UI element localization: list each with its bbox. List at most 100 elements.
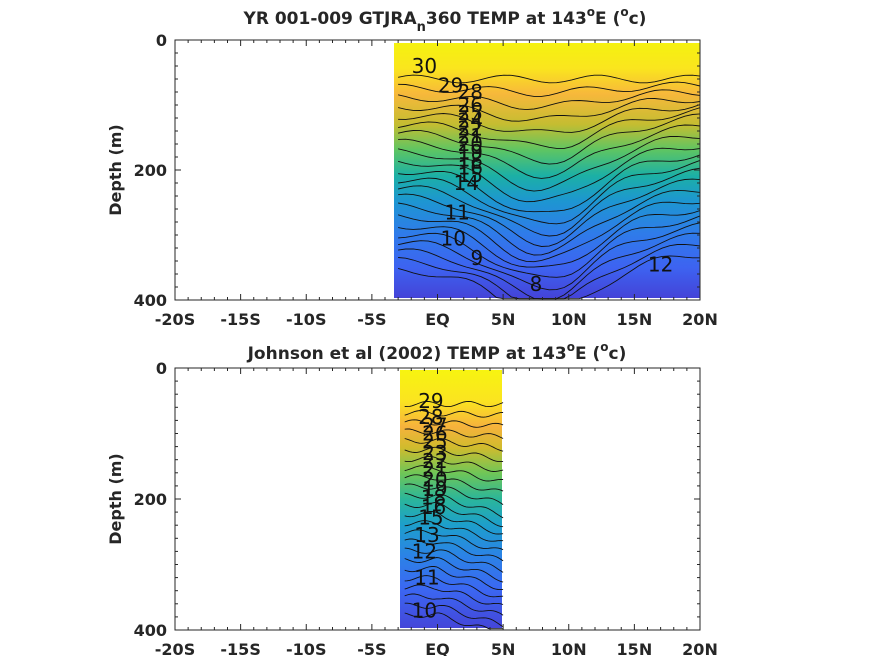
contour-line xyxy=(398,107,701,149)
contour-line xyxy=(404,593,504,616)
contour-line xyxy=(398,154,701,213)
contour-line xyxy=(404,575,504,598)
y-tick-label: 0 xyxy=(156,359,167,378)
contour-label: 27 xyxy=(422,414,447,438)
y-tick-label: 200 xyxy=(134,490,167,509)
contour-line xyxy=(398,81,701,97)
contour-line xyxy=(404,455,504,472)
contour-label: 12 xyxy=(648,252,673,276)
contour-line xyxy=(404,602,504,628)
y-tick-label: 400 xyxy=(134,621,167,640)
contour-line xyxy=(398,135,701,192)
chart-2-contour-lines xyxy=(404,400,504,630)
contour-label: 21 xyxy=(422,458,447,482)
contour-line xyxy=(404,511,504,535)
contour-label: 22 xyxy=(422,449,447,473)
chart-1-field xyxy=(394,43,700,298)
chart-panel-1: YR 001-009 GTJRAn360 TEMP at 143oE (oc) … xyxy=(106,5,718,329)
contour-line xyxy=(404,520,504,542)
x-tick-label: 5N xyxy=(491,310,516,329)
contour-line xyxy=(397,89,701,111)
contour-line xyxy=(404,428,504,439)
y-tick-label: 0 xyxy=(156,31,167,50)
contour-line xyxy=(404,547,504,573)
x-tick-label: -5S xyxy=(357,640,386,656)
contour-label: 15 xyxy=(458,163,483,187)
contour-label: 24 xyxy=(458,109,483,133)
contour-line xyxy=(404,529,504,551)
contour-line xyxy=(398,222,701,291)
x-tick-label: 20N xyxy=(682,310,718,329)
x-tick-label: EQ xyxy=(425,310,450,329)
contour-line xyxy=(398,113,701,165)
x-tick-label: 5N xyxy=(491,640,516,656)
contour-line xyxy=(397,147,701,203)
contour-label: 28 xyxy=(458,80,483,104)
contour-label: 8 xyxy=(530,272,543,296)
contour-label: 19 xyxy=(422,477,447,501)
chart-1-title: YR 001-009 GTJRAn360 TEMP at 143oE (oc) xyxy=(243,5,647,35)
contour-label: 30 xyxy=(412,54,437,78)
contour-line xyxy=(398,210,701,268)
contour-line xyxy=(404,612,504,630)
contour-label: 11 xyxy=(444,200,469,224)
contour-line xyxy=(404,557,504,583)
x-tick-label: -20S xyxy=(155,640,195,656)
y-tick-label: 400 xyxy=(134,291,167,310)
contour-line xyxy=(404,438,504,452)
chart-1-contour-lines xyxy=(397,74,701,300)
contour-line xyxy=(404,410,504,418)
contour-label: 11 xyxy=(414,566,439,590)
x-tick-label: 15N xyxy=(617,640,653,656)
chart-2-title: Johnson et al (2002) TEMP at 143oE (oc) xyxy=(247,340,627,364)
contour-line xyxy=(398,74,701,84)
chart-1-axes: -20S -15S -10S -5S EQ 5N 10N 15N 20N 0 200 400 xyxy=(134,31,718,329)
contour-label: 23 xyxy=(422,441,447,465)
contour-line xyxy=(404,400,504,408)
contour-line xyxy=(404,474,504,492)
chart-2-ylabel: Depth (m) xyxy=(106,453,125,545)
y-tick-label: 200 xyxy=(134,161,167,180)
contour-line xyxy=(404,501,504,528)
contour-line xyxy=(398,159,701,225)
contour-label: 9 xyxy=(471,246,484,270)
contour-label: 22 xyxy=(458,116,483,140)
contour-line xyxy=(404,465,504,482)
x-tick-label: -5S xyxy=(357,310,386,329)
x-tick-label: 20N xyxy=(682,640,718,656)
contour-label: 20 xyxy=(422,467,447,491)
x-tick-label: -20S xyxy=(155,310,195,329)
contour-label: 12 xyxy=(412,539,437,563)
x-tick-label: -15S xyxy=(220,640,260,656)
contour-label: 29 xyxy=(438,74,463,98)
contour-label: 21 xyxy=(458,124,483,148)
contour-label: 18 xyxy=(458,148,483,172)
contour-label: 16 xyxy=(458,155,483,179)
contour-line xyxy=(398,124,701,179)
contour-line xyxy=(397,201,701,263)
contour-line xyxy=(404,538,504,562)
contour-line xyxy=(398,104,701,133)
contour-label: 19 xyxy=(458,140,483,164)
contour-label: 26 xyxy=(458,93,483,117)
x-tick-label: 10N xyxy=(551,640,587,656)
contour-line xyxy=(404,492,504,519)
contour-label: 20 xyxy=(458,132,483,156)
contour-line xyxy=(398,189,701,256)
chart-2-axes: -20S -15S -10S -5S EQ 5N 10N 15N 20N 0 200 400 xyxy=(134,359,718,656)
contour-label: 15 xyxy=(418,505,443,529)
x-tick-label: 15N xyxy=(617,310,653,329)
contour-line xyxy=(398,98,701,122)
contour-line xyxy=(398,167,701,237)
contour-line xyxy=(404,483,504,505)
x-tick-label: 10N xyxy=(551,310,587,329)
contour-line xyxy=(404,419,504,428)
contour-label: 25 xyxy=(458,101,483,125)
contour-line xyxy=(397,255,700,300)
x-tick-label: -10S xyxy=(286,310,326,329)
chart-1-ylabel: Depth (m) xyxy=(106,124,125,216)
contour-line xyxy=(398,215,701,278)
